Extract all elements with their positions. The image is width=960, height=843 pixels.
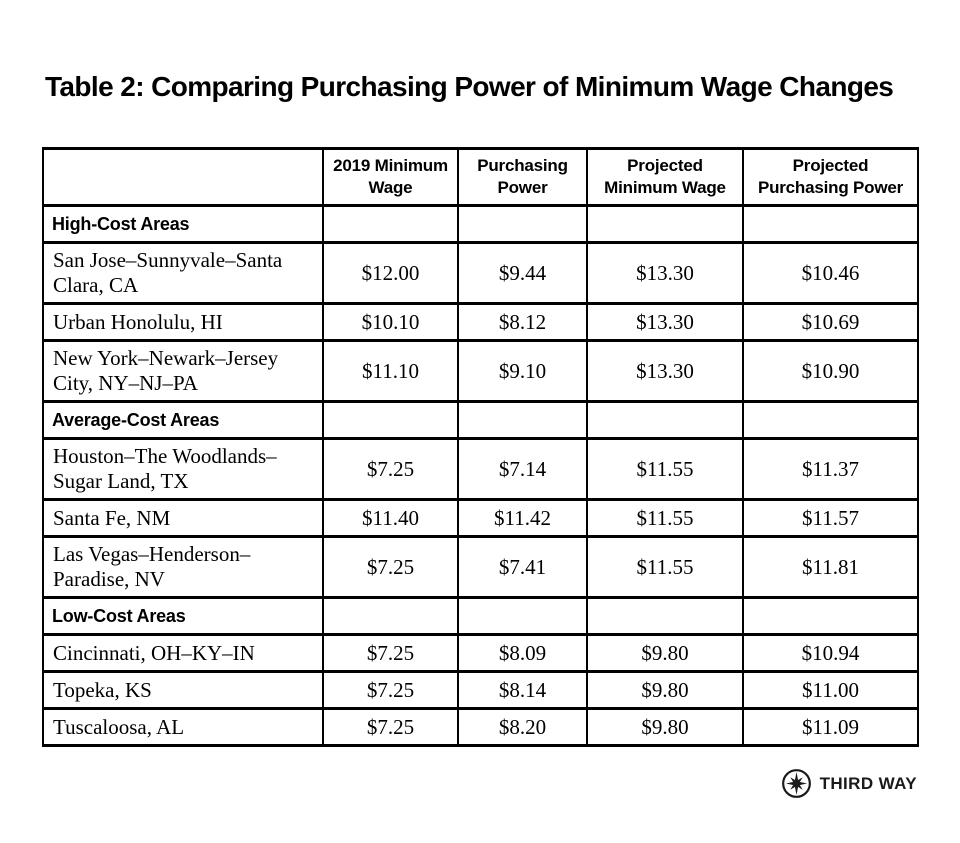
empty-cell — [457, 596, 588, 636]
table-row: San Jose–Sunnyvale–Santa Clara, CA $12.00… — [42, 241, 919, 305]
empty-cell — [742, 400, 919, 440]
section-header-row: Low-Cost Areas — [42, 596, 919, 636]
table-row: New York–Newark–Jersey City, NY–NJ–PA $11… — [42, 339, 919, 403]
value-cell: $7.25 — [322, 633, 459, 673]
value-cell: $7.25 — [322, 535, 459, 599]
value-cell: $10.69 — [742, 302, 919, 342]
value-cell: $11.81 — [742, 535, 919, 599]
table-row: Topeka, KS $7.25 $8.14 $9.80 $11.00 — [42, 670, 919, 710]
value-cell: $11.57 — [742, 498, 919, 538]
page-title: Table 2: Comparing Purchasing Power of M… — [45, 71, 894, 102]
value-cell: $10.94 — [742, 633, 919, 673]
empty-cell — [586, 400, 744, 440]
table-row: Houston–The Woodlands–Sugar Land, TX $7.2… — [42, 437, 919, 501]
purchasing-power-table: 2019 Minimum Wage Purchasing Power Proje… — [42, 147, 919, 747]
header-cell-2019-minimum-wage: 2019 Minimum Wage — [322, 147, 459, 207]
section-header-row: Average-Cost Areas — [42, 400, 919, 440]
area-name: Las Vegas–Henderson–Paradise, NV — [42, 535, 324, 599]
value-cell: $9.10 — [457, 339, 588, 403]
table-row: Las Vegas–Henderson–Paradise, NV $7.25 $7.… — [42, 535, 919, 599]
value-cell: $11.10 — [322, 339, 459, 403]
value-cell: $11.42 — [457, 498, 588, 538]
header-cell-area — [42, 147, 324, 207]
value-cell: $7.25 — [322, 437, 459, 501]
value-cell: $8.20 — [457, 707, 588, 747]
header-cell-purchasing-power: Purchasing Power — [457, 147, 588, 207]
value-cell: $9.80 — [586, 670, 744, 710]
area-name: San Jose–Sunnyvale–Santa Clara, CA — [42, 241, 324, 305]
value-cell: $9.80 — [586, 633, 744, 673]
empty-cell — [322, 596, 459, 636]
empty-cell — [742, 204, 919, 244]
area-name: New York–Newark–Jersey City, NY–NJ–PA — [42, 339, 324, 403]
empty-cell — [742, 596, 919, 636]
empty-cell — [322, 204, 459, 244]
table-body: High-Cost Areas San Jose–Sunnyvale–Santa … — [42, 204, 919, 747]
compass-star-icon — [781, 768, 812, 799]
value-cell: $8.14 — [457, 670, 588, 710]
area-name: Cincinnati, OH–KY–IN — [42, 633, 324, 673]
table-row: Santa Fe, NM $11.40 $11.42 $11.55 $11.57 — [42, 498, 919, 538]
header-cell-projected-purchasing-power: Projected Purchasing Power — [742, 147, 919, 207]
value-cell: $10.46 — [742, 241, 919, 305]
value-cell: $11.09 — [742, 707, 919, 747]
area-name: Urban Honolulu, HI — [42, 302, 324, 342]
value-cell: $11.55 — [586, 535, 744, 599]
area-name: Tuscaloosa, AL — [42, 707, 324, 747]
area-name: Houston–The Woodlands–Sugar Land, TX — [42, 437, 324, 501]
value-cell: $9.80 — [586, 707, 744, 747]
value-cell: $9.44 — [457, 241, 588, 305]
value-cell: $13.30 — [586, 241, 744, 305]
value-cell: $7.14 — [457, 437, 588, 501]
empty-cell — [457, 204, 588, 244]
section-label: Low-Cost Areas — [42, 596, 324, 636]
header-row: 2019 Minimum Wage Purchasing Power Proje… — [42, 147, 919, 207]
logo-wordmark: THIRD WAY — [819, 773, 917, 793]
section-label: High-Cost Areas — [42, 204, 324, 244]
value-cell: $7.41 — [457, 535, 588, 599]
value-cell: $11.55 — [586, 437, 744, 501]
section-header-row: High-Cost Areas — [42, 204, 919, 244]
value-cell: $12.00 — [322, 241, 459, 305]
value-cell: $11.00 — [742, 670, 919, 710]
value-cell: $8.09 — [457, 633, 588, 673]
empty-cell — [322, 400, 459, 440]
table-row: Cincinnati, OH–KY–IN $7.25 $8.09 $9.80 $10.9… — [42, 633, 919, 673]
footer-logo: THIRD WAY — [42, 768, 917, 799]
area-name: Santa Fe, NM — [42, 498, 324, 538]
area-name: Topeka, KS — [42, 670, 324, 710]
value-cell: $10.10 — [322, 302, 459, 342]
value-cell: $7.25 — [322, 707, 459, 747]
empty-cell — [586, 596, 744, 636]
value-cell: $8.12 — [457, 302, 588, 342]
value-cell: $11.40 — [322, 498, 459, 538]
value-cell: $13.30 — [586, 339, 744, 403]
empty-cell — [586, 204, 744, 244]
value-cell: $10.90 — [742, 339, 919, 403]
table-header: 2019 Minimum Wage Purchasing Power Proje… — [42, 147, 919, 207]
header-cell-projected-minimum-wage: Projected Minimum Wage — [586, 147, 744, 207]
value-cell: $7.25 — [322, 670, 459, 710]
value-cell: $11.37 — [742, 437, 919, 501]
section-label: Average-Cost Areas — [42, 400, 324, 440]
value-cell: $11.55 — [586, 498, 744, 538]
table-row: Urban Honolulu, HI $10.10 $8.12 $13.30 $10.6… — [42, 302, 919, 342]
value-cell: $13.30 — [586, 302, 744, 342]
empty-cell — [457, 400, 588, 440]
table-row: Tuscaloosa, AL $7.25 $8.20 $9.80 $11.09 — [42, 707, 919, 747]
